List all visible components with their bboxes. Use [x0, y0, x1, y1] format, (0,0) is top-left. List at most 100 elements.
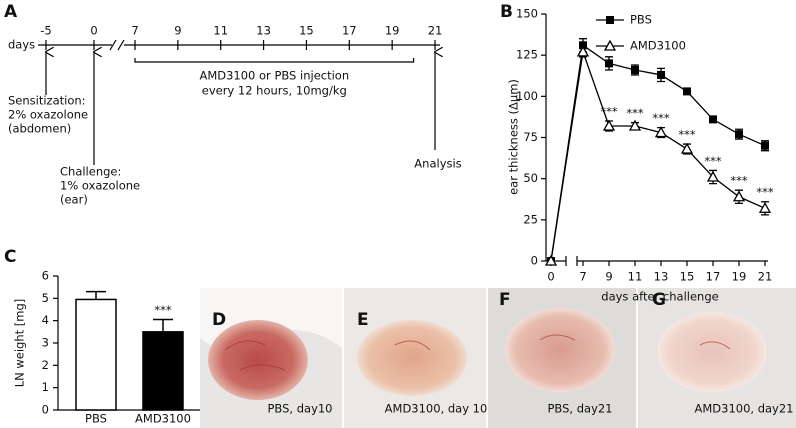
y-tick-label: 150	[516, 7, 538, 21]
y-tick-label: 0	[42, 403, 49, 417]
ear	[357, 320, 467, 396]
y-tick-label: 4	[42, 313, 49, 327]
tick-label: 15	[299, 24, 314, 38]
legend-marker	[603, 39, 617, 51]
ear	[505, 308, 615, 392]
x-tick-label: 0	[547, 270, 554, 284]
marker	[761, 141, 769, 150]
tick-label: -5	[40, 24, 51, 38]
photo-letter: G	[652, 290, 666, 310]
tick-label: 0	[90, 24, 97, 38]
vessels	[224, 334, 731, 371]
axis-break	[565, 256, 578, 266]
ear	[657, 312, 767, 392]
error-bar	[153, 318, 173, 332]
marker	[680, 142, 694, 154]
photo-caption: PBS, day21	[547, 402, 612, 416]
event-label: 2% oxazolone	[8, 108, 88, 122]
y-tick-label: 1	[42, 380, 49, 394]
marker	[758, 201, 772, 213]
marker	[602, 119, 616, 131]
x-tick-label: 13	[654, 270, 669, 284]
event-label: Analysis	[414, 157, 461, 171]
x-tick-label: 9	[605, 270, 612, 284]
y-tick-label: 125	[516, 48, 538, 62]
significance: ***	[678, 128, 696, 142]
x-tick-label: 11	[628, 270, 643, 284]
x-axis-label: days after challenge	[601, 290, 718, 304]
tick-label: 17	[342, 24, 357, 38]
marker	[628, 119, 642, 131]
significance: ***	[756, 185, 774, 199]
significance: ***	[154, 303, 172, 317]
marker	[605, 59, 613, 68]
marker	[709, 115, 717, 124]
error-bar	[86, 290, 106, 300]
marker	[706, 170, 720, 182]
x-tick-label: AMD3100	[135, 412, 191, 426]
panel-letter: B	[500, 2, 513, 22]
y-tick-label: 3	[42, 336, 49, 350]
marker	[654, 126, 668, 138]
marker	[735, 130, 743, 139]
event-label: (abdomen)	[8, 122, 71, 136]
injection-text: AMD3100 or PBS injection	[199, 69, 349, 83]
photo-caption: AMD3100, day 10	[385, 402, 488, 416]
legend-marker	[606, 16, 614, 24]
marker	[579, 41, 587, 50]
series-line	[550, 51, 766, 262]
x-tick-label: PBS	[85, 412, 107, 426]
injection-text: every 12 hours, 10mg/kg	[202, 84, 347, 98]
photo-letter: E	[357, 310, 369, 330]
injection-bracket	[134, 58, 415, 63]
marker	[544, 254, 558, 266]
y-tick-label: 75	[523, 130, 538, 144]
legend-label: AMD3100	[630, 39, 686, 53]
marker	[631, 65, 639, 74]
event-label: 1% oxazolone	[60, 179, 140, 193]
ear	[208, 320, 308, 400]
x-tick-label: 21	[758, 270, 773, 284]
y-tick-label: 50	[523, 171, 538, 185]
event-label: Challenge:	[60, 165, 121, 179]
event-label: Sensitization:	[8, 94, 86, 108]
y-tick-label: 6	[42, 269, 49, 283]
legend-label: PBS	[630, 13, 652, 27]
event-label: (ear)	[60, 193, 88, 207]
tick-label: 13	[256, 24, 271, 38]
photo-caption: AMD3100, day21	[694, 402, 793, 416]
significance: ***	[730, 174, 748, 188]
marker	[732, 190, 746, 202]
x-tick-label: 17	[706, 270, 721, 284]
y-tick-label: 25	[523, 212, 538, 226]
tick-label: 21	[428, 24, 443, 38]
marker	[683, 87, 691, 96]
y-tick-label: 0	[531, 254, 538, 268]
x-tick-label: 19	[732, 270, 747, 284]
marker	[576, 45, 590, 57]
tick-label: 7	[131, 24, 138, 38]
photos	[200, 288, 796, 428]
tick-label: 11	[213, 24, 228, 38]
tick-label: 9	[174, 24, 181, 38]
tick-label: 19	[385, 24, 400, 38]
y-tick-label: 5	[42, 291, 49, 305]
significance: ***	[626, 106, 644, 120]
x-tick-label: 15	[680, 270, 695, 284]
marker	[657, 70, 665, 79]
photo-letter: F	[499, 290, 511, 310]
panel-letter: A	[4, 2, 18, 22]
x-tick-label: 7	[579, 270, 586, 284]
significance: ***	[600, 105, 618, 119]
y-tick-label: 2	[42, 358, 49, 372]
photo-caption: PBS, day10	[267, 402, 332, 416]
axis-break	[109, 39, 125, 51]
bar	[142, 331, 184, 411]
bar	[75, 298, 117, 411]
panel-letter: C	[4, 247, 16, 267]
significance: ***	[704, 154, 722, 168]
axis-label: days	[8, 38, 35, 52]
significance: ***	[652, 111, 670, 125]
photo-letter: D	[212, 310, 226, 330]
